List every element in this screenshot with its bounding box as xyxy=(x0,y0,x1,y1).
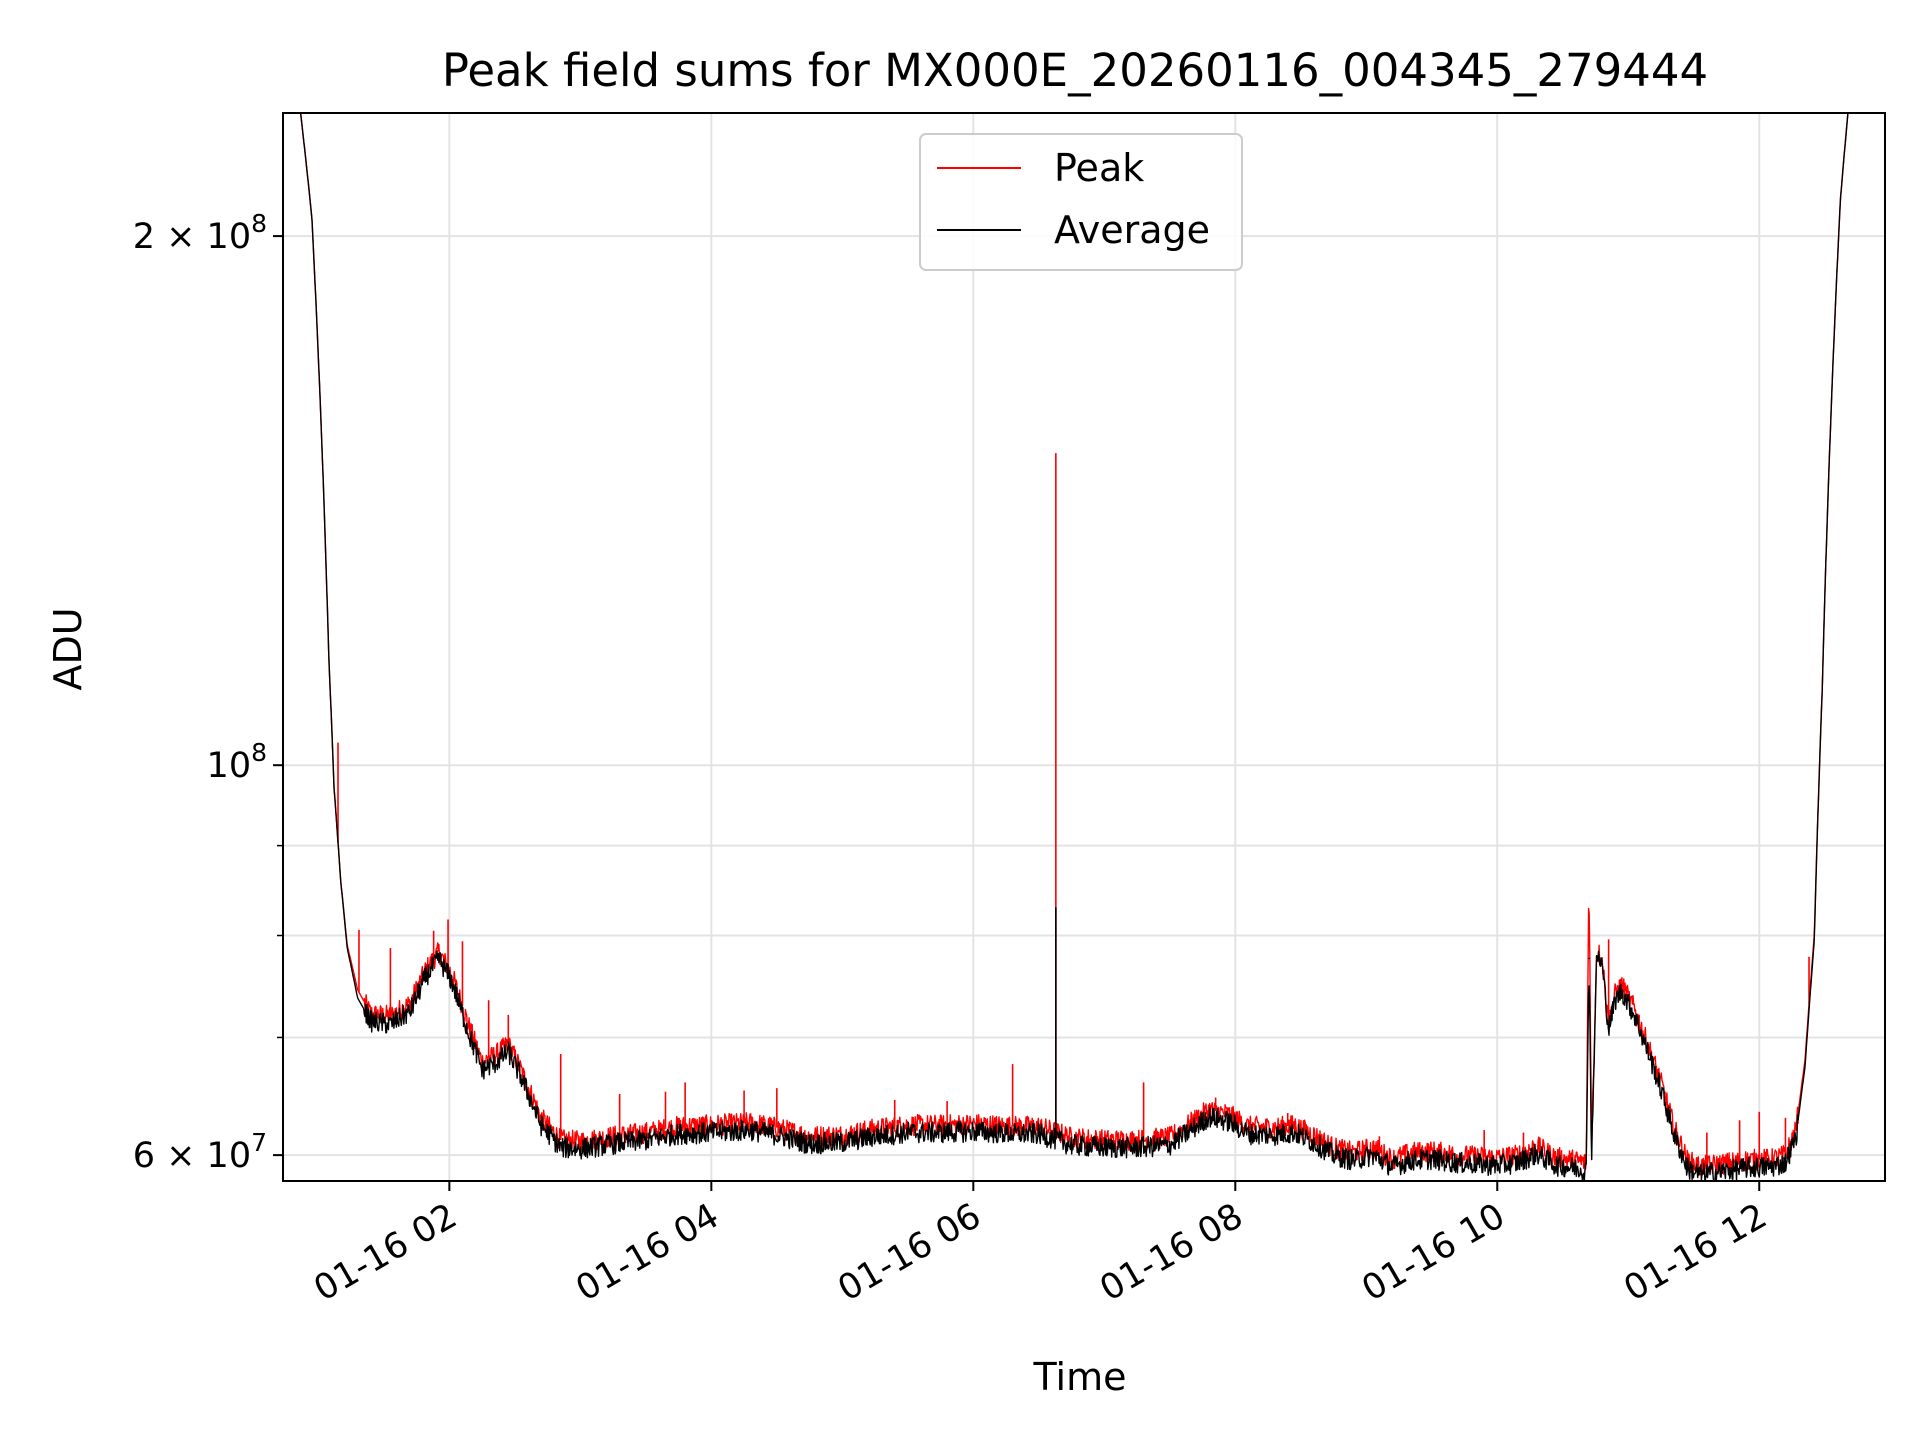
legend: Peak Average xyxy=(919,133,1243,271)
series-line-average xyxy=(299,113,1849,1181)
legend-label-average: Average xyxy=(1054,208,1210,252)
series-layer xyxy=(299,113,1849,1181)
plot-frame xyxy=(282,112,1886,1182)
y-tick-label: 2 × 108 xyxy=(133,209,267,257)
grid-layer xyxy=(283,113,1885,1181)
x-axis-label: Time xyxy=(1033,1355,1127,1399)
y-axis-label: ADU xyxy=(46,607,90,690)
chart-title: Peak field sums for MX000E_20260116_0043… xyxy=(442,44,1708,97)
y-tick-label: 6 × 107 xyxy=(133,1128,267,1176)
y-tick-label: 108 xyxy=(207,738,267,786)
legend-label-peak: Peak xyxy=(1054,146,1144,190)
